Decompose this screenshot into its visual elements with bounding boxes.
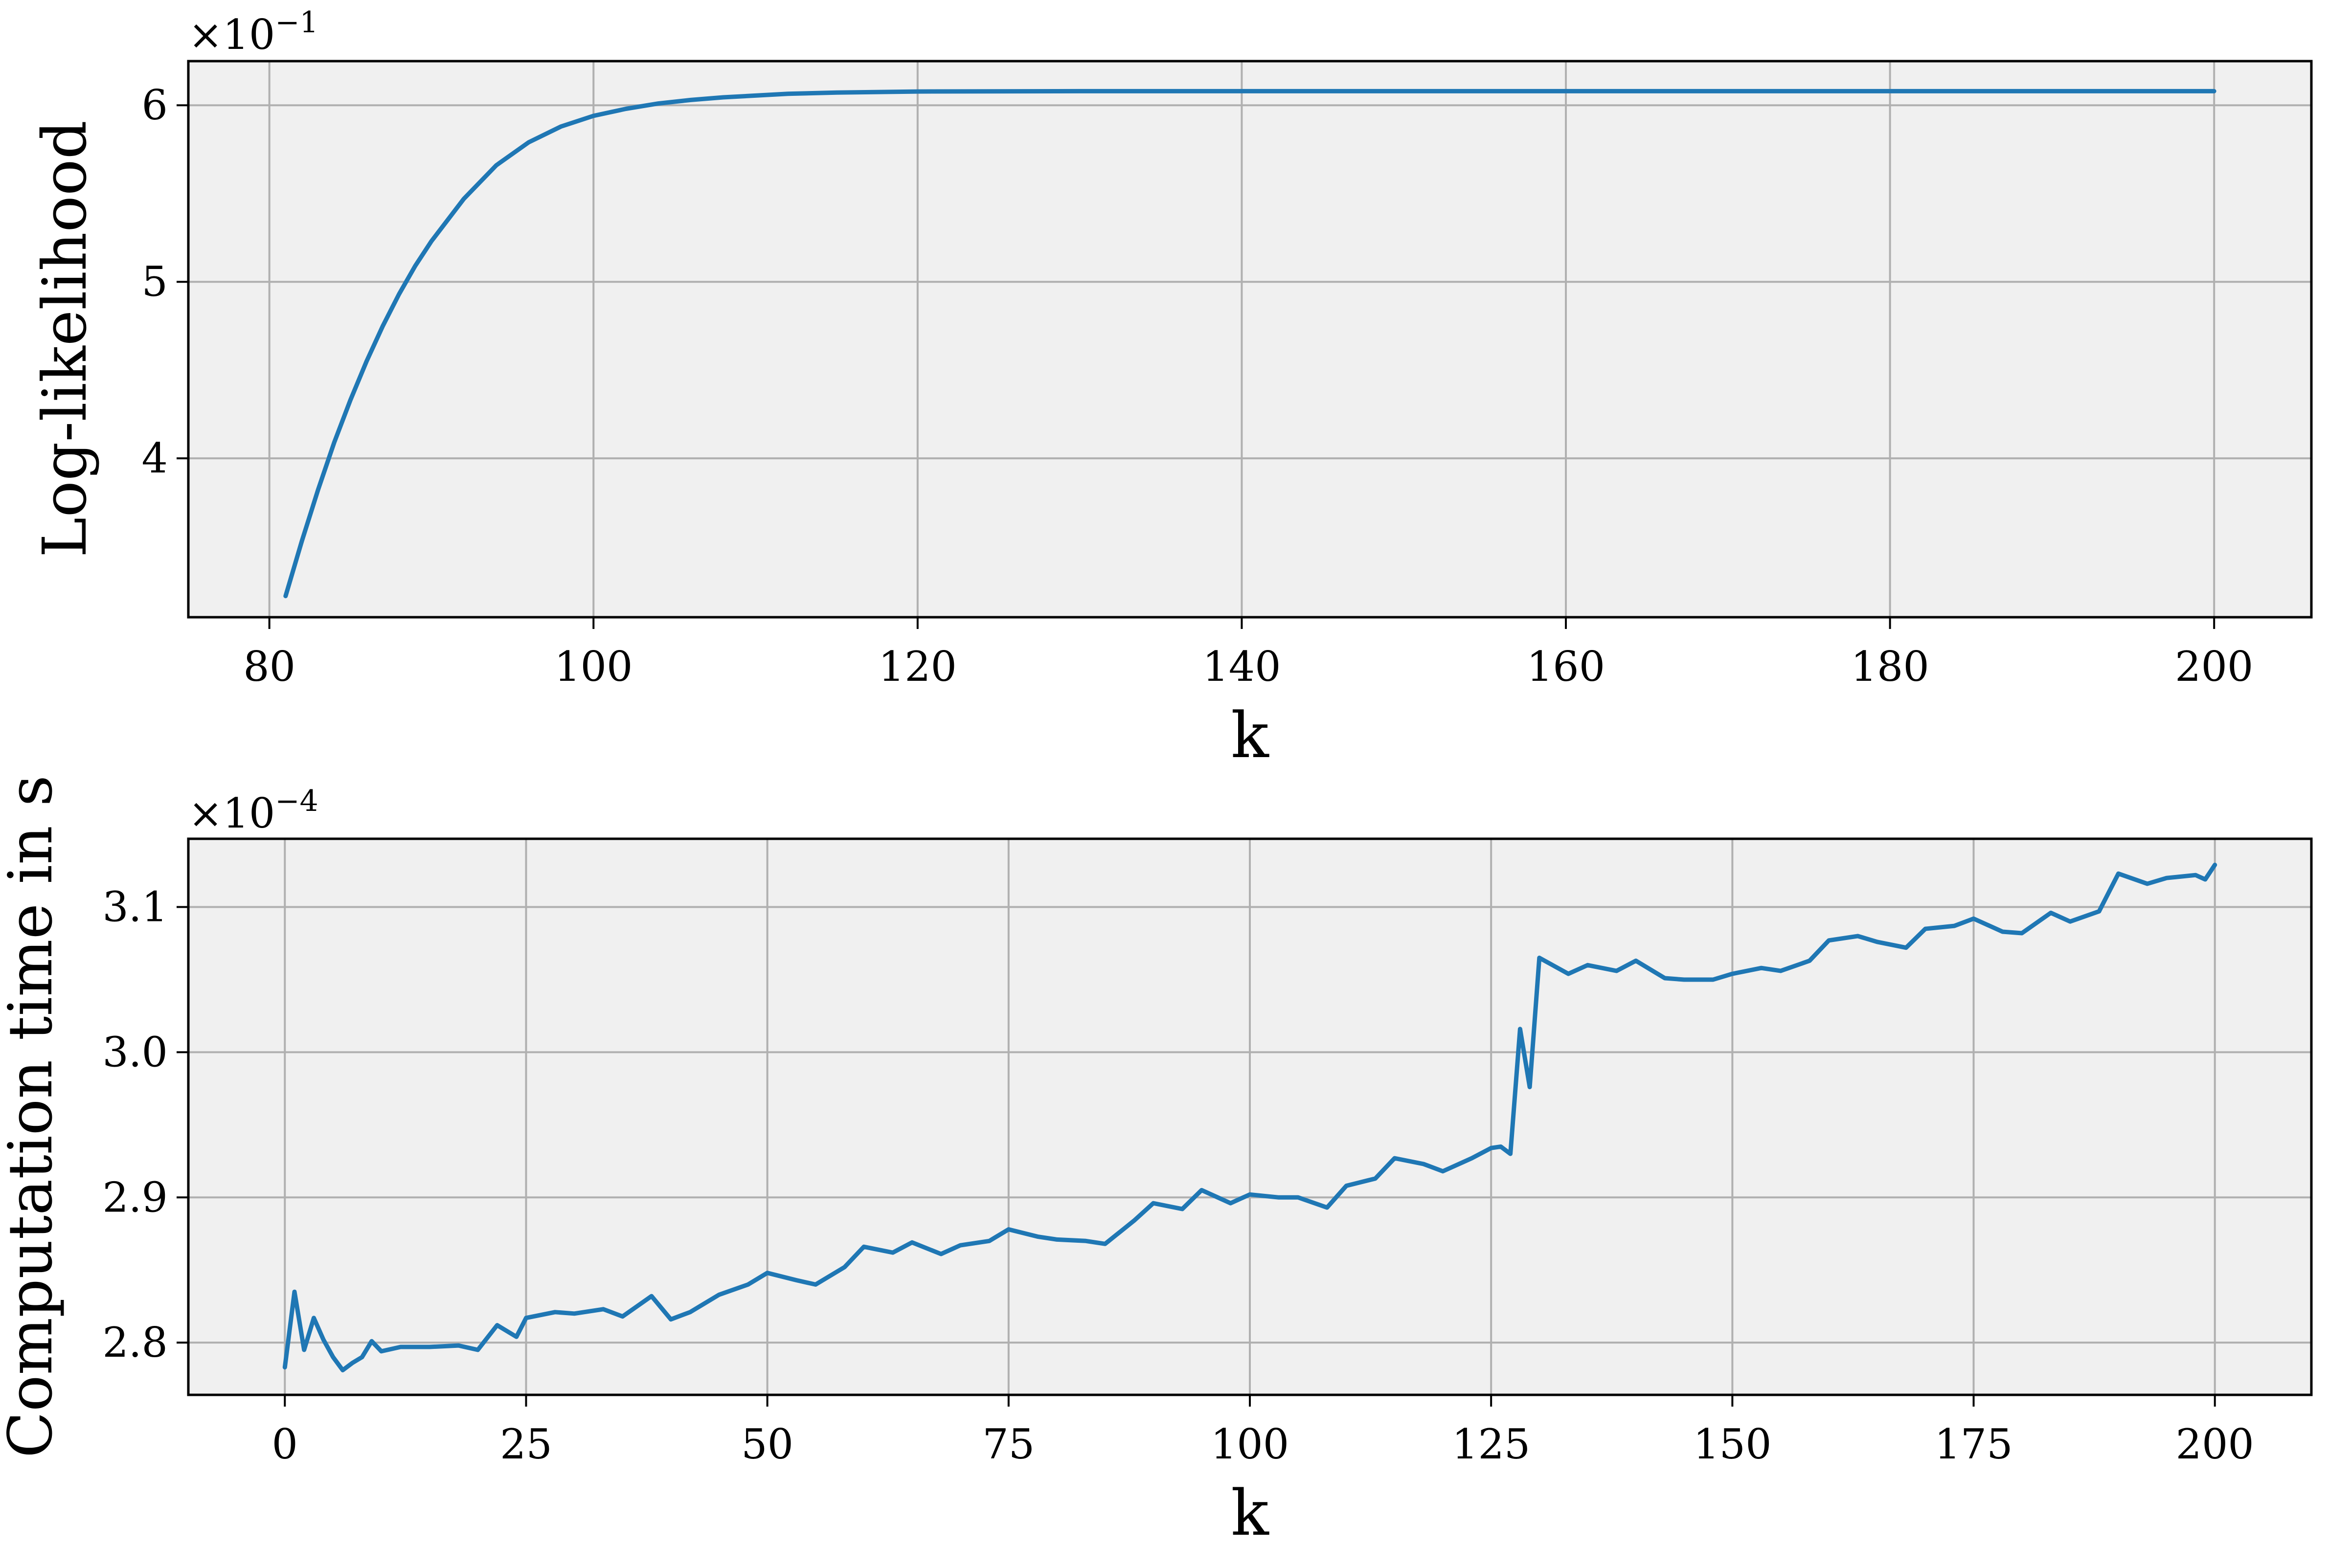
series-line xyxy=(283,89,2216,599)
x-tick-label: 180 xyxy=(1851,643,1929,691)
plot-area xyxy=(188,61,2311,617)
y-tick-label: 2.9 xyxy=(102,1173,168,1221)
y-tick-label: 2.8 xyxy=(102,1319,168,1366)
x-tick-label: 80 xyxy=(243,643,295,691)
x-tick-label: 150 xyxy=(1693,1420,1771,1468)
x-tick-label: 175 xyxy=(1934,1420,2012,1468)
x-axis-label: k xyxy=(1231,1477,1269,1550)
multiplier-exponent: −4 xyxy=(275,784,318,818)
computation-time-panel: 0 25 50 75 100 125 150 175 200 2.8 2.9 3.0 3.1 k Compu… xyxy=(0,775,2313,1550)
x-tick-label: 25 xyxy=(500,1420,552,1468)
y-tick-label: 4 xyxy=(142,434,168,482)
x-tick-label: 200 xyxy=(2176,1420,2254,1468)
x-tick-label: 100 xyxy=(1211,1420,1289,1468)
x-tick-label: 0 xyxy=(272,1420,298,1468)
y-tick-label: 3.0 xyxy=(102,1028,168,1076)
x-tick-label: 120 xyxy=(879,643,957,691)
x-axis-label: k xyxy=(1231,699,1269,772)
loglikelihood-panel: 80 100 120 140 160 180 200 4 5 6 k Log-likelihood ×1… xyxy=(30,5,2313,772)
y-axis-label: Computation time in s xyxy=(0,775,66,1458)
y-tick-label: 5 xyxy=(142,258,168,306)
y-axis-multiplier: ×10−1 xyxy=(188,5,318,59)
y-axis-label: Log-likelihood xyxy=(30,120,100,558)
x-tick-label: 100 xyxy=(554,643,633,691)
axes-frame xyxy=(187,60,2313,619)
x-tick-label: 75 xyxy=(982,1420,1035,1468)
y-tick-label: 3.1 xyxy=(102,883,168,931)
x-tick-label: 200 xyxy=(2175,643,2253,691)
x-tick-label: 50 xyxy=(741,1420,793,1468)
x-tick-label: 160 xyxy=(1527,643,1605,691)
x-tick-label: 140 xyxy=(1202,643,1281,691)
series-line xyxy=(282,862,2217,1372)
multiplier-exponent: −1 xyxy=(275,5,318,40)
y-axis-multiplier: ×10−4 xyxy=(188,784,318,837)
x-tick-label: 125 xyxy=(1452,1420,1530,1468)
y-tick-label: 6 xyxy=(142,81,168,129)
